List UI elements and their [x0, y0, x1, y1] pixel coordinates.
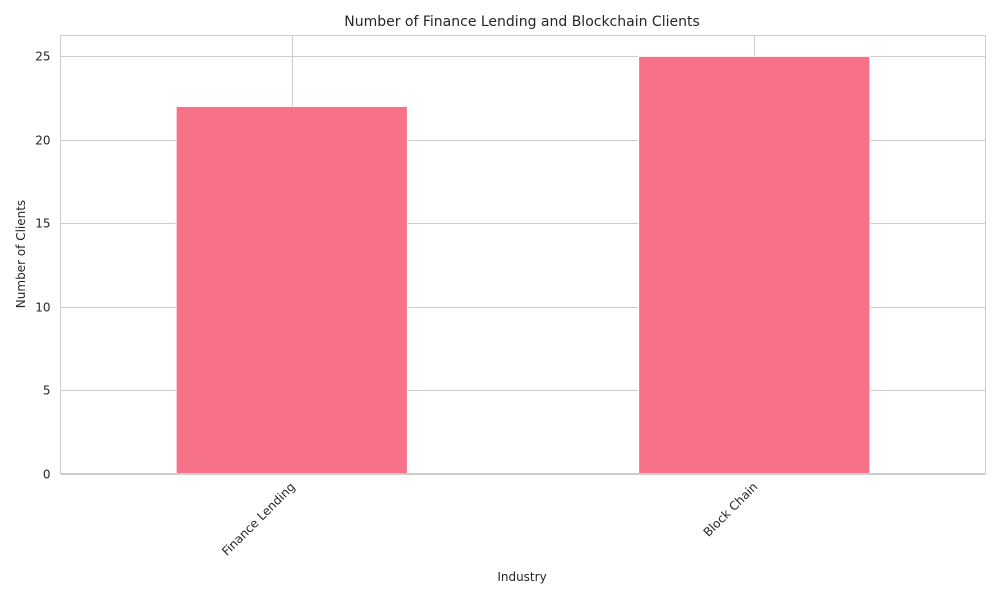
y-tick-label: 0	[43, 468, 51, 482]
x-tick-label: Block Chain	[701, 480, 761, 540]
chart-title: Number of Finance Lending and Blockchain…	[344, 14, 700, 30]
y-tick-label: 25	[35, 50, 50, 64]
y-tick-labels: 0 5 10 15 20 25	[35, 50, 50, 482]
y-axis-label: Number of Clients	[14, 200, 28, 308]
bars	[175, 55, 871, 475]
y-tick-label: 15	[35, 217, 50, 231]
bar-block-chain	[638, 55, 871, 474]
y-tick-label: 20	[35, 134, 50, 148]
plot-frame	[60, 35, 986, 474]
y-tick-label: 5	[43, 384, 51, 398]
bar-finance-lending	[175, 105, 408, 475]
y-tick-label: 10	[35, 301, 50, 315]
x-tick-label: Finance Lending	[219, 480, 298, 559]
x-tick-labels: Finance Lending Block Chain	[219, 480, 760, 559]
x-axis-label: Industry	[497, 570, 546, 584]
